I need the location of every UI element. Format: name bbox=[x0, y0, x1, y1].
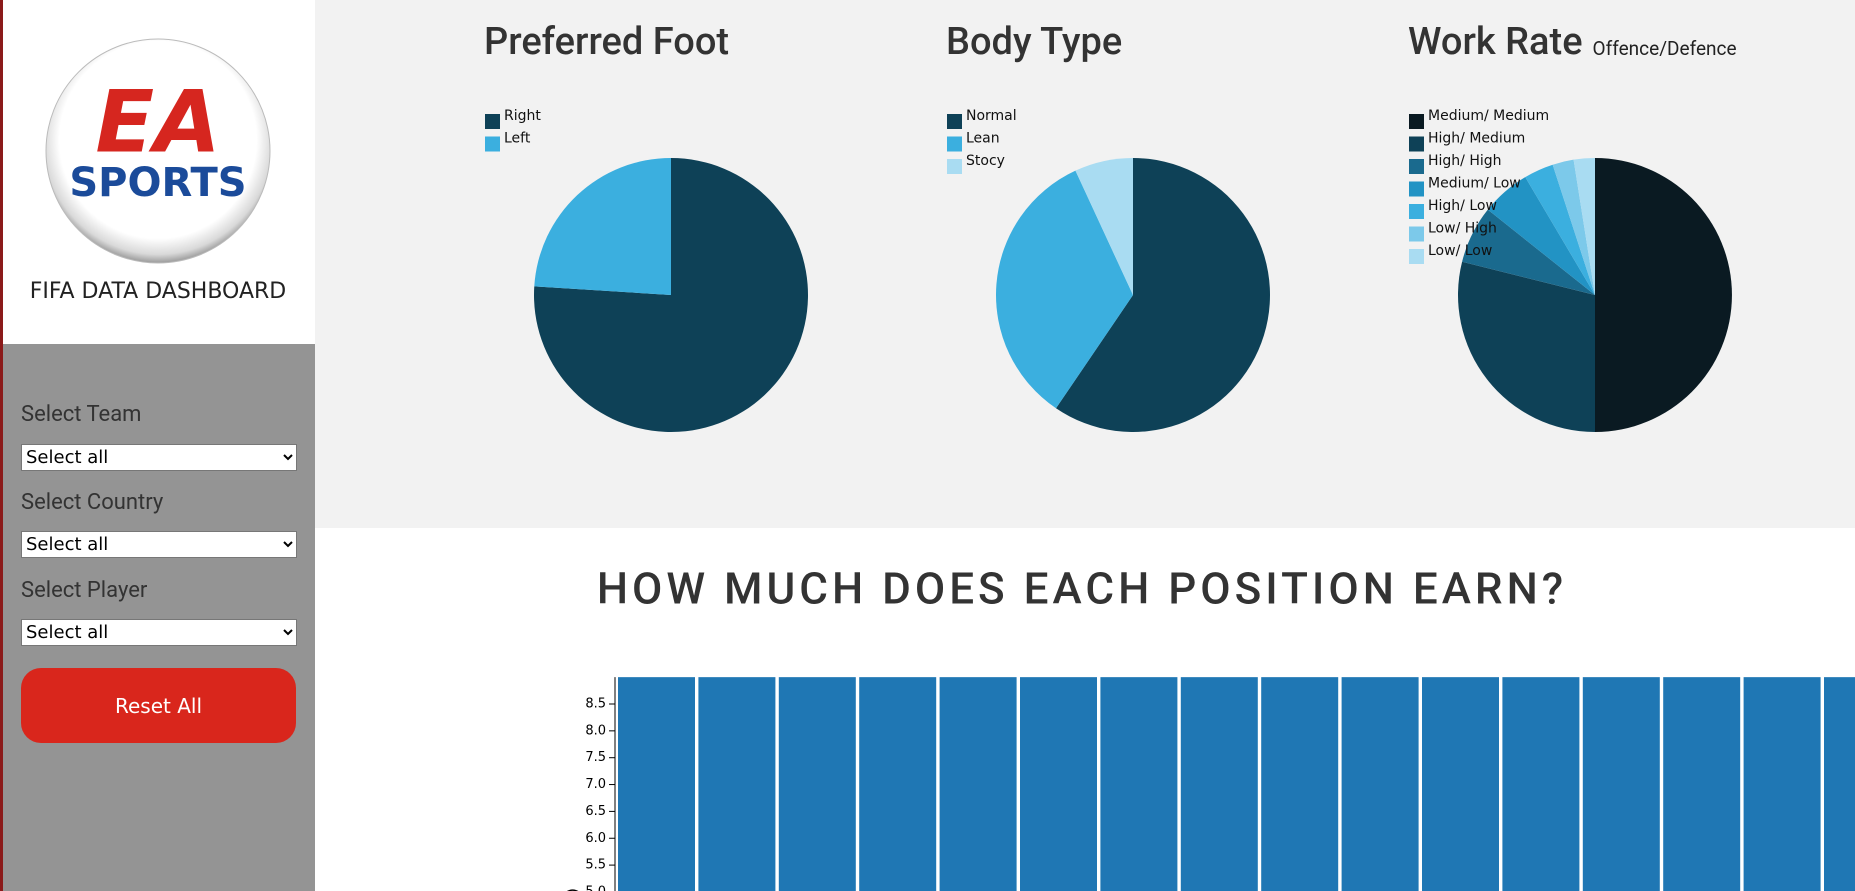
bar bbox=[1341, 677, 1419, 891]
bar bbox=[1502, 677, 1580, 891]
legend-swatch bbox=[947, 159, 962, 174]
legend-swatch bbox=[1409, 114, 1424, 129]
legend-swatch bbox=[1409, 181, 1424, 197]
bar bbox=[859, 677, 937, 891]
pie-slice bbox=[1458, 261, 1595, 432]
y-tick-label: 5.5 bbox=[585, 858, 606, 873]
bar bbox=[1261, 677, 1339, 891]
filter-label: Select Player bbox=[21, 578, 148, 603]
bar bbox=[939, 677, 1017, 891]
chart-title: Body Type bbox=[946, 20, 1122, 64]
y-tick-label: 7.5 bbox=[585, 750, 606, 765]
legend-swatch bbox=[1409, 204, 1424, 219]
legend-swatch bbox=[1409, 159, 1424, 174]
bar bbox=[1422, 677, 1499, 891]
y-tick-label: 7.0 bbox=[585, 777, 606, 792]
pie-slice bbox=[1462, 209, 1595, 295]
bar bbox=[1020, 677, 1097, 891]
sidebar-header: EA SPORTS FIFA DATA DASHBOARD bbox=[3, 0, 315, 344]
y-axis-label: Week) bbox=[563, 888, 582, 891]
dashboard: Preferred Foot Right Left Body Type Normal Le… bbox=[315, 0, 1855, 891]
pie-slice bbox=[1055, 158, 1270, 433]
logo-circle bbox=[45, 38, 271, 264]
legend-swatch bbox=[947, 136, 962, 152]
legend-label: High/ High bbox=[1428, 153, 1502, 169]
bar bbox=[698, 677, 776, 891]
bar bbox=[1824, 677, 1855, 891]
pie-slice bbox=[995, 170, 1133, 409]
legend-label: High/ Low bbox=[1428, 198, 1497, 214]
legend-label: Lean bbox=[966, 131, 1000, 147]
bar bbox=[778, 677, 856, 891]
pie-slice bbox=[1595, 158, 1732, 432]
bar bbox=[1663, 677, 1741, 891]
y-tick-label: 8.0 bbox=[585, 723, 606, 738]
legend-swatch bbox=[1409, 226, 1424, 242]
legend-label: Normal bbox=[966, 108, 1017, 124]
reset-button[interactable]: Reset All bbox=[21, 668, 296, 743]
chart-subtitle: Offence/Defence bbox=[1593, 37, 1737, 60]
legend-swatch bbox=[1409, 136, 1424, 152]
legend-swatch bbox=[485, 114, 500, 129]
pie-slice bbox=[1552, 159, 1595, 295]
legend-label: Stocy bbox=[966, 153, 1005, 169]
y-tick-label: 8.5 bbox=[585, 697, 606, 712]
legend-label: Low/ Low bbox=[1428, 243, 1492, 259]
legend-swatch bbox=[947, 114, 962, 129]
legend-label: High/ Medium bbox=[1428, 131, 1525, 147]
country-select[interactable]: Select all bbox=[21, 531, 297, 558]
pie-slice bbox=[1525, 164, 1595, 295]
legend-label: Left bbox=[504, 131, 531, 147]
sidebar: EA SPORTS FIFA DATA DASHBOARD Select Tea… bbox=[0, 0, 315, 891]
y-tick-label: 6.5 bbox=[585, 804, 606, 819]
chart-title: HOW MUCH DOES EACH POSITION EARN? bbox=[597, 563, 1567, 615]
bar bbox=[1180, 677, 1258, 891]
bar bbox=[618, 677, 695, 891]
app-title: FIFA DATA DASHBOARD bbox=[30, 279, 287, 304]
logo-ea: EA bbox=[95, 72, 220, 172]
legend-label: Right bbox=[504, 108, 541, 124]
team-select[interactable]: Select all bbox=[21, 444, 297, 471]
legend-swatch bbox=[1409, 249, 1424, 264]
y-tick-label: 5.0 bbox=[585, 884, 606, 891]
filter-label: Select Country bbox=[21, 490, 164, 515]
bar bbox=[1582, 677, 1660, 891]
player-select[interactable]: Select all bbox=[21, 619, 297, 646]
legend-swatch bbox=[485, 136, 500, 152]
filter-label: Select Team bbox=[21, 402, 142, 427]
pie-slice bbox=[1573, 158, 1595, 295]
chart-title: Work Rate bbox=[1408, 20, 1583, 64]
pie-slice bbox=[1487, 177, 1595, 295]
y-tick-label: 6.0 bbox=[585, 831, 606, 846]
filters-panel: Select Team Select all Select Country Se… bbox=[3, 344, 315, 891]
logo-sports: SPORTS bbox=[69, 160, 246, 206]
pie-slice bbox=[1075, 158, 1133, 295]
logo: EA SPORTS FIFA DATA DASHBOARD bbox=[30, 38, 287, 304]
pie-slice bbox=[534, 158, 671, 295]
legend-label: Low/ High bbox=[1428, 221, 1497, 237]
bar bbox=[1743, 677, 1821, 891]
legend-label: Medium/ Low bbox=[1428, 176, 1521, 192]
legend-label: Medium/ Medium bbox=[1428, 108, 1549, 124]
bar bbox=[1100, 677, 1178, 891]
chart-title: Preferred Foot bbox=[484, 20, 729, 64]
